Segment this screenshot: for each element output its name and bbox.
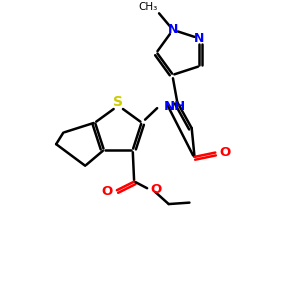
Text: O: O [102, 185, 113, 198]
Text: O: O [219, 146, 230, 159]
Text: N: N [194, 32, 205, 45]
Text: NH: NH [164, 100, 186, 113]
Text: N: N [168, 23, 178, 36]
Text: S: S [113, 95, 123, 109]
Text: O: O [151, 183, 162, 196]
Text: CH₃: CH₃ [138, 2, 158, 12]
